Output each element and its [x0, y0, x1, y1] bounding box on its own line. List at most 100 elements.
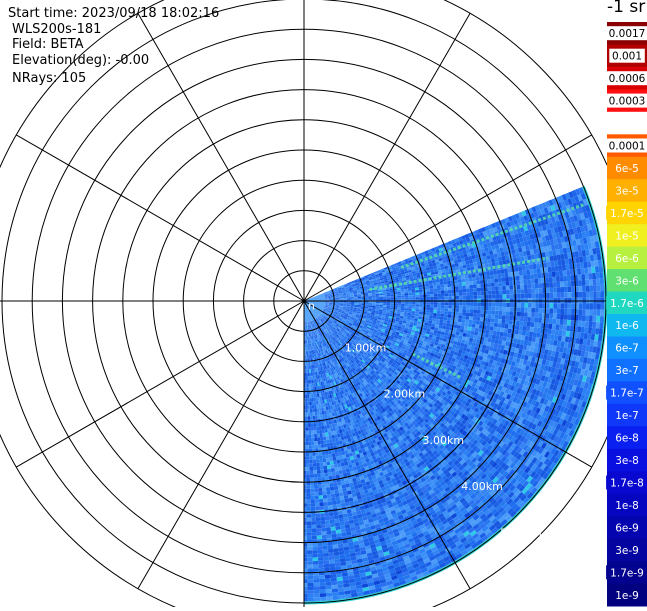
data-cell — [453, 276, 458, 281]
data-cell — [414, 413, 420, 419]
data-cell — [541, 202, 547, 209]
data-cell — [490, 258, 496, 263]
data-cell — [462, 264, 467, 269]
data-cell — [451, 347, 456, 352]
data-cell — [318, 315, 322, 319]
data-cell — [436, 313, 441, 317]
data-cell — [392, 399, 397, 404]
data-cell — [454, 262, 459, 267]
data-cell — [489, 346, 494, 352]
data-cell — [447, 280, 451, 285]
data-cell — [322, 327, 325, 331]
data-cell — [343, 355, 347, 360]
data-cell — [459, 403, 465, 409]
data-cell — [495, 438, 502, 446]
data-cell — [344, 322, 349, 326]
data-cell — [379, 324, 383, 328]
data-cell — [453, 321, 458, 325]
data-cell — [379, 293, 383, 296]
data-cell — [432, 356, 437, 361]
data-cell — [506, 231, 511, 237]
data-cell — [501, 386, 507, 393]
data-cell — [525, 245, 530, 251]
data-cell — [325, 301, 329, 303]
data-cell — [327, 327, 331, 331]
data-cell — [414, 285, 419, 288]
data-cell — [399, 376, 404, 381]
data-cell — [587, 242, 593, 250]
data-cell — [381, 403, 386, 408]
data-cell — [370, 313, 375, 316]
data-cell — [538, 380, 544, 387]
data-cell — [363, 311, 368, 314]
data-cell — [455, 409, 461, 415]
data-cell — [373, 329, 378, 333]
data-cell — [420, 370, 426, 375]
data-cell — [457, 279, 462, 283]
data-cell — [469, 309, 474, 314]
data-cell — [397, 309, 401, 312]
data-cell — [451, 263, 456, 268]
data-cell — [518, 330, 523, 336]
data-cell — [349, 290, 354, 292]
data-cell — [563, 235, 569, 243]
data-cell — [464, 278, 469, 282]
data-cell — [517, 469, 525, 476]
data-cell — [527, 307, 532, 313]
data-cell — [520, 307, 525, 313]
data-cell — [329, 330, 333, 334]
data-cell — [508, 240, 514, 246]
data-cell — [531, 423, 537, 431]
data-cell — [339, 298, 344, 300]
data-cell — [587, 370, 593, 378]
data-cell — [501, 430, 508, 437]
data-cell — [585, 285, 590, 292]
data-cell — [324, 294, 328, 296]
data-cell — [467, 232, 473, 238]
data-cell — [444, 305, 449, 309]
data-cell — [375, 295, 380, 298]
data-cell — [501, 477, 508, 485]
data-cell — [355, 315, 360, 319]
data-cell — [502, 392, 508, 399]
data-cell — [346, 348, 351, 353]
data-cell — [488, 480, 495, 488]
data-cell — [353, 308, 358, 311]
data-cell — [512, 342, 517, 348]
data-cell — [448, 254, 453, 259]
data-cell — [364, 289, 368, 292]
data-cell — [476, 280, 481, 285]
data-cell — [322, 317, 326, 321]
data-cell — [499, 362, 505, 368]
data-cell — [486, 512, 494, 519]
data-cell — [565, 401, 571, 409]
data-cell — [364, 384, 369, 389]
data-cell — [477, 456, 484, 463]
data-cell — [383, 392, 388, 398]
data-cell — [338, 318, 343, 322]
data-cell — [531, 436, 538, 444]
data-cell — [589, 254, 595, 262]
data-cell — [496, 252, 502, 258]
data-cell — [323, 307, 328, 310]
data-cell — [400, 380, 406, 385]
data-cell — [360, 277, 365, 281]
data-cell — [361, 364, 365, 369]
data-cell — [434, 412, 440, 418]
data-cell — [388, 367, 393, 372]
data-cell — [469, 386, 475, 392]
data-cell — [396, 348, 401, 352]
data-cell — [486, 354, 492, 359]
data-cell — [424, 447, 431, 453]
data-cell — [446, 277, 451, 282]
data-cell — [596, 253, 602, 261]
data-cell — [463, 343, 468, 349]
data-cell — [575, 355, 581, 363]
data-cell — [502, 302, 507, 307]
data-cell — [547, 366, 553, 373]
data-cell — [438, 463, 445, 470]
data-cell — [346, 307, 350, 310]
data-cell — [540, 428, 547, 436]
data-cell — [461, 461, 468, 468]
data-cell — [586, 339, 591, 346]
